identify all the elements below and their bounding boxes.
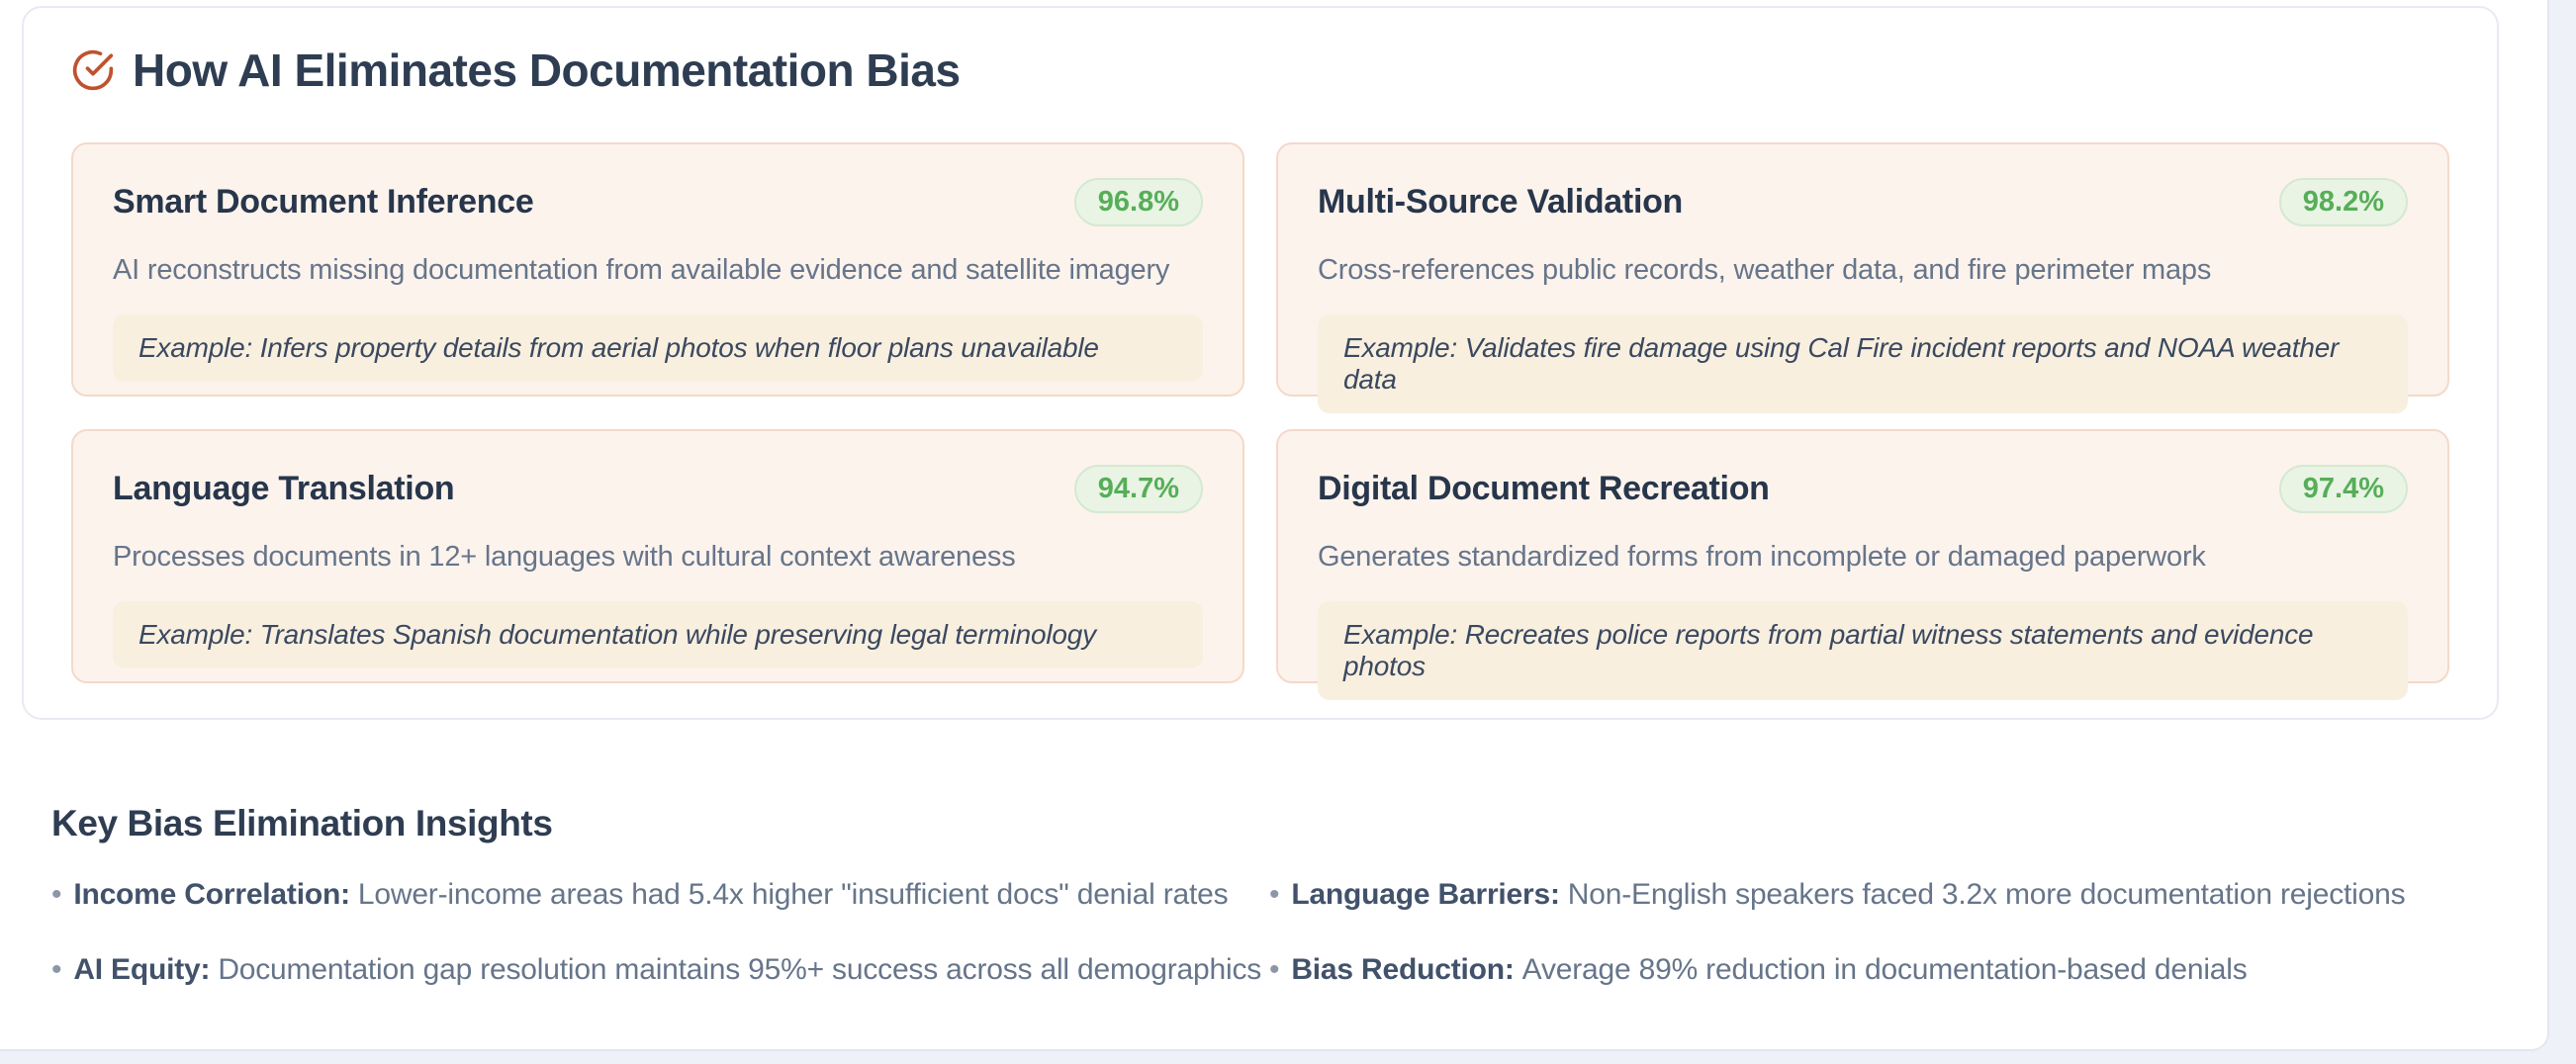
insight-label: AI Equity: xyxy=(73,953,211,986)
insights-grid: • Income Correlation: Lower-income areas h… xyxy=(51,878,2505,987)
accuracy-badge: 96.8% xyxy=(1073,178,1203,226)
card-example: Example: Validates fire damage using Cal… xyxy=(1318,314,2408,413)
accuracy-badge: 94.7% xyxy=(1073,465,1203,513)
insight-bias-reduction: • Bias Reduction: Average 89% reduction in… xyxy=(1269,953,2505,987)
insight-label: Bias Reduction: xyxy=(1291,953,1515,986)
card-digital-document-recreation: Digital Document Recreation 97.4% Genera… xyxy=(1276,429,2449,700)
card-example: Example: Translates Spanish documentatio… xyxy=(113,601,1203,668)
bullet-icon: • xyxy=(51,878,62,911)
panel-header: How AI Eliminates Documentation Bias xyxy=(71,44,2449,97)
insight-text: Non-English speakers faced 3.2x more doc… xyxy=(1567,878,2406,911)
card-title: Smart Document Inference xyxy=(113,183,534,221)
insight-text: Documentation gap resolution maintains 9… xyxy=(218,953,1262,986)
card-description: Cross-references public records, weather… xyxy=(1318,254,2212,286)
insight-label: Language Barriers: xyxy=(1291,878,1560,911)
check-circle-icon xyxy=(71,48,115,92)
card-header: Digital Document Recreation 97.4% xyxy=(1318,465,2408,513)
accuracy-badge: 97.4% xyxy=(2278,465,2408,513)
card-header: Smart Document Inference 96.8% xyxy=(113,178,1203,226)
card-description: Processes documents in 12+ languages wit… xyxy=(113,541,1016,573)
insight-text: Average 89% reduction in documentation-b… xyxy=(1521,953,2248,986)
card-title: Language Translation xyxy=(113,470,455,507)
card-example: Example: Infers property details from ae… xyxy=(113,314,1203,382)
insight-text: Lower-income areas had 5.4x higher "insu… xyxy=(357,878,1229,911)
insight-language-barriers: • Language Barriers: Non-English speakers … xyxy=(1269,878,2505,912)
insights-heading: Key Bias Elimination Insights xyxy=(51,803,553,843)
panel-title: How AI Eliminates Documentation Bias xyxy=(133,44,961,96)
card-header: Multi-Source Validation 98.2% xyxy=(1318,178,2408,226)
bullet-icon: • xyxy=(1269,878,1280,911)
feature-cards-grid: Smart Document Inference 96.8% AI recons… xyxy=(71,142,2449,700)
card-smart-document-inference: Smart Document Inference 96.8% AI recons… xyxy=(71,142,1244,397)
content-page: How AI Eliminates Documentation Bias Sma… xyxy=(0,0,2549,1051)
insight-label: Income Correlation: xyxy=(73,878,350,911)
card-title: Multi-Source Validation xyxy=(1318,183,1684,221)
card-header: Language Translation 94.7% xyxy=(113,465,1203,513)
card-description: AI reconstructs missing documentation fr… xyxy=(113,254,1170,286)
accuracy-badge: 98.2% xyxy=(2278,178,2408,226)
bullet-icon: • xyxy=(51,953,62,986)
bullet-icon: • xyxy=(1269,953,1280,986)
documentation-bias-panel: How AI Eliminates Documentation Bias Sma… xyxy=(22,6,2499,720)
card-multi-source-validation: Multi-Source Validation 98.2% Cross-refe… xyxy=(1276,142,2449,413)
card-example: Example: Recreates police reports from p… xyxy=(1318,601,2408,700)
card-description: Generates standardized forms from incomp… xyxy=(1318,541,2206,573)
card-title: Digital Document Recreation xyxy=(1318,470,1770,507)
insight-ai-equity: • AI Equity: Documentation gap resolution … xyxy=(51,953,1269,987)
card-language-translation: Language Translation 94.7% Processes doc… xyxy=(71,429,1244,683)
insights-section: Key Bias Elimination Insights • Income Co… xyxy=(51,803,2505,987)
insight-income-correlation: • Income Correlation: Lower-income areas h… xyxy=(51,878,1269,912)
